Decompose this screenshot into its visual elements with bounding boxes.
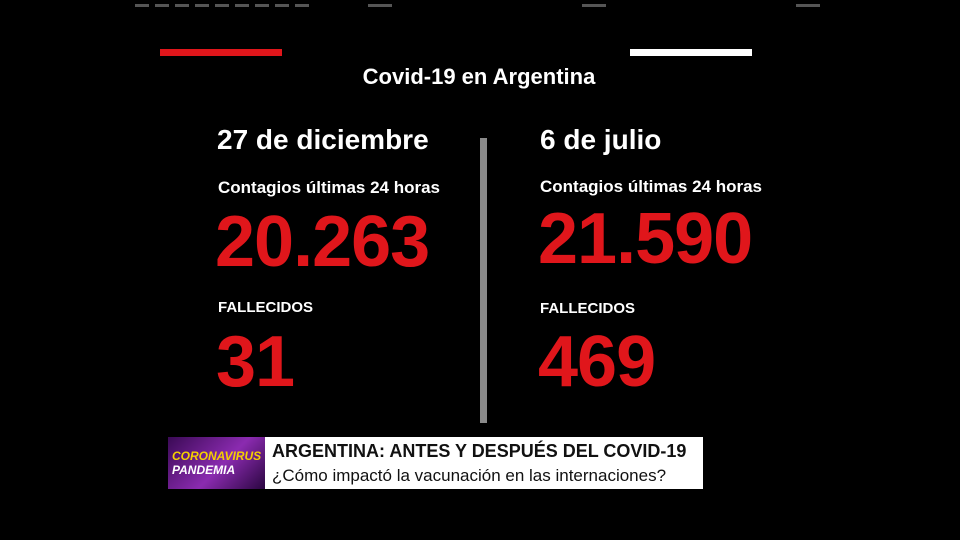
headline: ARGENTINA: ANTES Y DESPUÉS DEL COVID-19 [272,441,687,461]
deaths: 469 [538,322,656,402]
white-bar [630,49,752,56]
top-dash [796,4,820,7]
title: Covid-19 en Argentina [362,64,596,89]
date: 27 de diciembre [217,124,429,155]
cases: 20.263 [215,202,430,282]
subheadline: ¿Cómo impactó la vacunación en las inter… [272,466,667,485]
cases-label: Contagios últimas 24 horas [540,177,762,196]
deaths-label: FALLECIDOS [540,300,636,317]
divider [480,138,487,423]
top-dash [368,4,392,7]
top-dash [135,4,315,7]
cases-label: Contagios últimas 24 horas [218,178,440,197]
logo-text: CORONAVIRUS [172,449,262,463]
deaths-label: FALLECIDOS [218,299,314,316]
logo: CORONAVIRUS PANDEMIA [168,437,265,489]
top-dash [582,4,606,7]
red-bar [160,49,282,56]
date: 6 de julio [540,124,662,155]
deaths: 31 [216,322,295,402]
logo-text: PANDEMIA [172,463,236,477]
cases: 21.590 [538,199,753,279]
lower-third: CORONAVIRUS PANDEMIA ARGENTINA: ANTES Y … [168,437,703,489]
